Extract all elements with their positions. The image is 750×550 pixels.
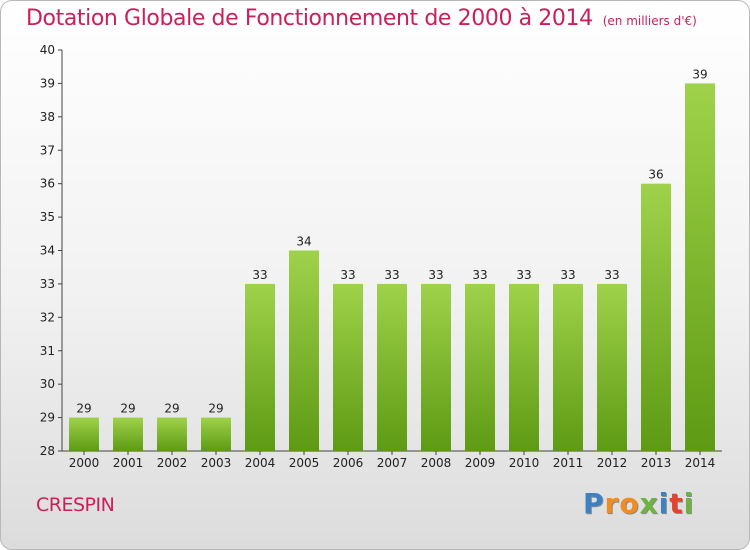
commune-name: CRESPIN xyxy=(36,494,115,516)
bar-2002 xyxy=(157,417,187,451)
x-tick-label: 2014 xyxy=(685,456,716,470)
x-tick-label: 2012 xyxy=(597,456,628,470)
bar-2001 xyxy=(113,417,143,451)
bar-2005 xyxy=(289,250,319,451)
data-label: 29 xyxy=(164,402,179,416)
data-label: 33 xyxy=(560,268,575,282)
y-tick-label: 35 xyxy=(40,210,55,224)
bar-2008 xyxy=(421,283,451,451)
data-label: 33 xyxy=(516,268,531,282)
logo-letter: P xyxy=(583,487,605,520)
bar-2000 xyxy=(69,417,99,451)
x-tick-label: 2003 xyxy=(201,456,232,470)
logo-letter: o xyxy=(619,487,640,520)
y-tick-label: 33 xyxy=(40,277,55,291)
bar-2007 xyxy=(377,283,407,451)
x-tick-label: 2001 xyxy=(113,456,144,470)
data-label: 29 xyxy=(120,402,135,416)
chart-title: Dotation Globale de Fonctionnement de 20… xyxy=(26,6,697,31)
bar-2014 xyxy=(685,83,715,452)
bar-2004 xyxy=(245,283,275,451)
y-tick-label: 38 xyxy=(40,110,55,124)
data-label: 39 xyxy=(692,67,707,81)
data-label: 33 xyxy=(252,268,267,282)
chart-subtitle: (en milliers d'€) xyxy=(602,14,697,28)
data-label: 33 xyxy=(604,268,619,282)
bar-2012 xyxy=(597,283,627,451)
y-tick-label: 28 xyxy=(40,444,55,458)
y-tick-label: 31 xyxy=(40,344,55,358)
bar-2009 xyxy=(465,283,495,451)
x-tick-label: 2008 xyxy=(421,456,452,470)
chart-bars xyxy=(69,83,715,452)
x-tick-label: 2006 xyxy=(333,456,364,470)
data-label: 36 xyxy=(648,168,663,182)
x-tick-label: 2007 xyxy=(377,456,408,470)
y-tick-label: 36 xyxy=(40,177,55,191)
x-tick-label: 2011 xyxy=(553,456,584,470)
x-tick-label: 2004 xyxy=(245,456,276,470)
bar-2010 xyxy=(509,283,539,451)
bar-2006 xyxy=(333,283,363,451)
bar-2011 xyxy=(553,283,583,451)
title-text: Dotation Globale de Fonctionnement de 20… xyxy=(26,6,593,31)
x-tick-label: 2013 xyxy=(641,456,672,470)
x-tick-label: 2005 xyxy=(289,456,320,470)
data-label: 29 xyxy=(76,402,91,416)
data-label: 34 xyxy=(296,235,311,249)
x-tick-label: 2002 xyxy=(157,456,188,470)
bar-2013 xyxy=(641,183,671,451)
proxiti-logo[interactable]: Proxiti xyxy=(583,487,694,520)
logo-letter: i xyxy=(658,487,670,520)
logo-letter: x xyxy=(639,487,659,520)
x-tick-label: 2009 xyxy=(465,456,496,470)
data-label: 29 xyxy=(208,402,223,416)
y-tick-label: 34 xyxy=(40,244,55,258)
bar-2003 xyxy=(201,417,231,451)
y-tick-label: 39 xyxy=(40,76,55,90)
y-tick-label: 30 xyxy=(40,377,55,391)
logo-letter: t xyxy=(669,487,684,520)
y-tick-label: 29 xyxy=(40,411,55,425)
y-tick-label: 37 xyxy=(40,143,55,157)
y-tick-label: 32 xyxy=(40,310,55,324)
data-label: 33 xyxy=(340,268,355,282)
x-tick-label: 2000 xyxy=(69,456,100,470)
data-label: 33 xyxy=(472,268,487,282)
logo-letter: r xyxy=(604,487,620,520)
y-tick-label: 40 xyxy=(40,43,55,57)
data-label: 33 xyxy=(384,268,399,282)
logo-letter: i xyxy=(683,487,695,520)
chart-labels: 29 29 29 29 33 34 33 33 33 33 33 33 33 36 39 xyxy=(76,67,707,415)
x-tick-label: 2010 xyxy=(509,456,540,470)
data-label: 33 xyxy=(428,268,443,282)
